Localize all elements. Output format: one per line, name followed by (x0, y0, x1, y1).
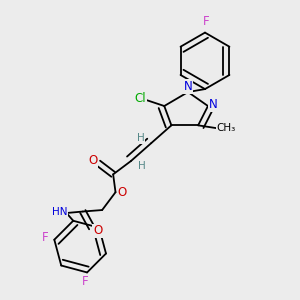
Text: F: F (42, 231, 49, 244)
Text: H: H (137, 133, 145, 143)
Text: O: O (88, 154, 98, 167)
Text: CH₃: CH₃ (217, 123, 236, 133)
Text: O: O (117, 186, 127, 199)
Text: F: F (81, 275, 88, 288)
Text: Cl: Cl (134, 92, 146, 105)
Text: H: H (138, 161, 146, 171)
Text: N: N (184, 80, 192, 93)
Text: F: F (203, 15, 210, 28)
Text: HN: HN (52, 207, 68, 217)
Text: O: O (93, 224, 102, 237)
Text: N: N (209, 98, 218, 111)
